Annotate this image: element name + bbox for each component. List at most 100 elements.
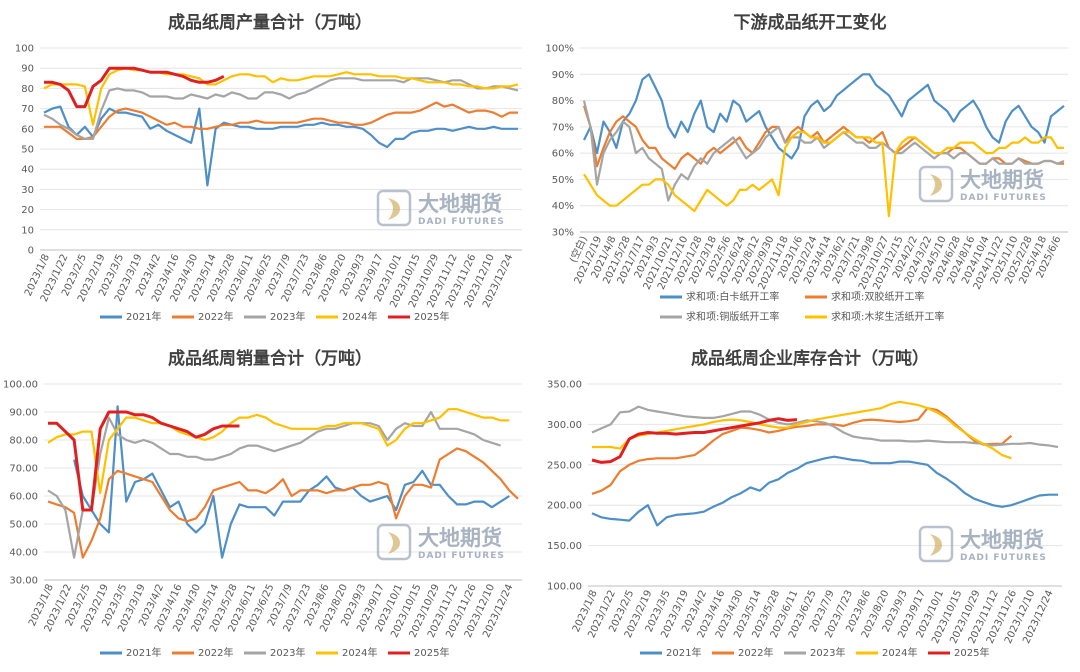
chart-title: 成品纸周企业库存合计（万吨） [691, 348, 929, 369]
chart-title: 成品纸周产量合计（万吨） [168, 12, 372, 33]
legend-item: 2021年 [100, 310, 161, 323]
series-line-3 [43, 67, 519, 126]
logo-mark [388, 532, 400, 554]
y-tick-label: 90 [21, 64, 34, 75]
series-line-0 [591, 455, 1058, 527]
chart-svg: 成品纸周销量合计（万吨） 30.00 40.00 50.00 60.00 70.00 80.… [3, 348, 522, 659]
legend-item: 2022年 [172, 646, 233, 659]
legend-label: 2022年 [198, 310, 233, 323]
y-tick-label: 100 [15, 44, 34, 55]
legend-item: 2021年 [100, 646, 161, 659]
y-tick-label: 40.00 [9, 548, 38, 559]
y-tick-label: 40% [552, 201, 574, 212]
legend-label: 2025年 [414, 646, 449, 659]
logo-mark [388, 198, 400, 220]
series-line-1 [47, 447, 519, 559]
y-tick-label: 30% [552, 228, 574, 239]
y-tick-label: 20 [21, 205, 34, 216]
legend-item: 2023年 [244, 310, 305, 323]
inventory-chart-panel: 成品纸周企业库存合计（万吨） 100.00 150.00 200.00 250.00 30… [540, 336, 1080, 672]
legend-label: 2021年 [126, 646, 161, 659]
y-tick-label: 60 [21, 124, 34, 135]
watermark-en: DADI FUTURES [418, 551, 505, 561]
legend-label: 2024年 [342, 646, 377, 659]
legend-label: 2024年 [882, 646, 917, 659]
production-chart-panel: 成品纸周产量合计（万吨） 0 10 20 30 40 50 60 70 80 90 100 2023/1… [0, 0, 540, 336]
downstream-operating-rate-chart-panel: 下游成品纸开工变化 30% 40% 50% 60% 70% 80% 90% 100% (空白) 20… [540, 0, 1080, 336]
series-line-2 [591, 405, 1059, 449]
legend-item: 2023年 [784, 646, 845, 659]
legend-label: 2025年 [954, 646, 989, 659]
y-tick-label: 50 [21, 145, 34, 156]
y-tick-label: 100.00 [547, 582, 582, 593]
y-tick-label: 80 [21, 84, 34, 95]
chart-svg: 下游成品纸开工变化30%40%50%60%70%80%90%100%(空白)20… [545, 12, 1068, 323]
legend-label: 求和项:双胶纸开工率 [831, 290, 924, 303]
legend-item: 求和项:铜版纸开工率 [660, 310, 779, 323]
watermark-en: DADI FUTURES [960, 553, 1047, 563]
chart-svg: 成品纸周企业库存合计（万吨） 100.00 150.00 200.00 250.00 30… [547, 348, 1062, 659]
legend-item: 2022年 [712, 646, 773, 659]
logo-mark [930, 534, 942, 556]
y-tick-label: 10 [21, 225, 34, 236]
legend-label: 2023年 [270, 310, 305, 323]
y-tick-label: 80.00 [9, 436, 38, 447]
series-line-3 [592, 400, 1012, 460]
y-tick-label: 80% [552, 96, 574, 107]
chart-svg: 成品纸周产量合计（万吨）01020304050607080901002023/1… [15, 12, 522, 323]
y-tick-label: 70 [21, 104, 34, 115]
legend-label: 求和项:铜版纸开工率 [686, 310, 779, 323]
logo-icon [376, 523, 412, 561]
watermark-cn: 大地期货 [960, 168, 1044, 192]
legend-label: 2022年 [198, 646, 233, 659]
y-tick-label: 150.00 [547, 541, 582, 552]
y-tick-label: 200.00 [547, 501, 582, 512]
series-line-3 [47, 408, 510, 495]
series-line-2 [43, 77, 519, 140]
series-line-3 [583, 131, 1064, 218]
sales-chart-panel: 成品纸周销量合计（万吨） 30.00 40.00 50.00 60.00 70.00 80.… [0, 336, 540, 672]
legend-label: 2021年 [666, 646, 701, 659]
chart-title: 下游成品纸开工变化 [734, 12, 887, 33]
legend-item: 2024年 [856, 646, 917, 659]
y-tick-label: 50.00 [9, 520, 38, 531]
legend-item: 2024年 [316, 310, 377, 323]
legend-item: 2023年 [244, 646, 305, 659]
legend-item: 2024年 [316, 646, 377, 659]
y-tick-label: 70.00 [9, 464, 38, 475]
series-line-4 [591, 417, 798, 464]
y-tick-label: 60% [552, 149, 574, 160]
y-tick-label: 100.00 [3, 380, 38, 391]
y-tick-label: 50% [552, 175, 574, 186]
watermark-cn: 大地期货 [418, 526, 502, 550]
legend-item: 求和项:木浆生活纸开工率 [805, 310, 944, 323]
y-tick-label: 250.00 [547, 460, 582, 471]
y-tick-label: 0 [28, 246, 34, 257]
legend-label: 2025年 [414, 310, 449, 323]
series-line-2 [582, 100, 1065, 202]
logo-icon [918, 525, 954, 563]
logo-icon [918, 165, 954, 203]
legend-item: 2022年 [172, 310, 233, 323]
legend-item: 2025年 [388, 646, 449, 659]
legend-label: 2021年 [126, 310, 161, 323]
logo-mark [930, 174, 942, 196]
y-tick-label: 60.00 [9, 492, 38, 503]
series-line-0 [73, 405, 510, 559]
watermark-cn: 大地期货 [960, 528, 1044, 552]
y-tick-label: 70% [552, 122, 574, 133]
y-tick-label: 30.00 [9, 576, 38, 587]
y-tick-label: 90% [552, 70, 574, 81]
legend-label: 求和项:白卡纸开工率 [686, 290, 779, 303]
chart-title: 成品纸周销量合计（万吨） [168, 348, 372, 369]
y-tick-label: 100% [545, 44, 574, 55]
y-tick-label: 90.00 [9, 408, 38, 419]
legend-item: 求和项:白卡纸开工率 [660, 290, 779, 303]
series-line-1 [591, 407, 1013, 495]
watermark-en: DADI FUTURES [418, 217, 505, 227]
legend-label: 2023年 [810, 646, 845, 659]
